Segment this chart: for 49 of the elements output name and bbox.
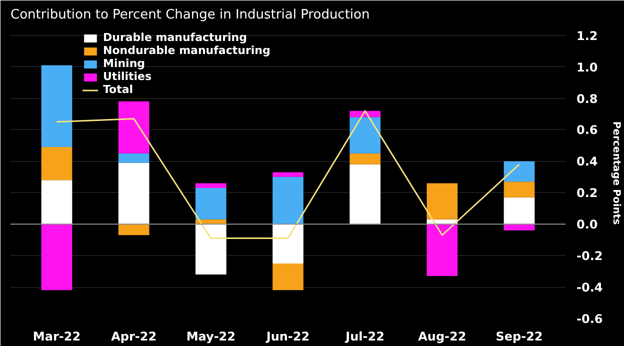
legend-label: Mining [103,57,146,70]
bar [272,263,304,290]
y-tick-label: 0.8 [576,92,598,106]
bar [41,224,72,290]
legend-label: Total [103,83,134,96]
y-tick-label: 0.4 [576,154,598,169]
bar [272,176,304,224]
bar [504,182,535,198]
bar [504,224,535,230]
y-tick-label: 0.6 [576,123,598,138]
bar [118,162,150,224]
x-tick-label: Mar-22 [32,330,81,344]
y-tick-label: -0.6 [576,312,603,326]
x-tick-label: Jul-22 [344,330,384,344]
bar [118,101,150,154]
bar [272,172,304,177]
x-tick-label: Sep-22 [496,330,543,344]
line-series [56,110,520,240]
x-tick-label: Apr-22 [111,330,157,344]
y-tick-label: -0.4 [576,280,603,295]
bar [350,164,380,224]
y-tick-label: 1.2 [576,28,598,43]
y-tick-label: -0.2 [576,249,603,264]
bar [272,224,304,264]
bar [426,224,458,276]
legend-label: Utilities [103,70,152,83]
bar [118,153,150,163]
bar [350,153,380,164]
bar [196,188,226,220]
bar [504,197,535,224]
bar [196,183,226,188]
bar [504,161,535,182]
bar [41,180,72,224]
bar [118,224,150,236]
y-tick-label: 0.0 [576,218,598,232]
x-tick-label: Jun-22 [265,330,310,344]
chart-title: Contribution to Percent Change in Industrial Production [10,8,370,22]
y-tick-label: 1.0 [576,60,598,74]
bar [41,65,72,148]
legend-label: Nondurable manufacturing [103,44,270,57]
x-tick-label: Aug-22 [418,330,466,344]
legend-label: Durable manufacturing [103,31,248,44]
bar [426,183,458,220]
y-tick-label: 0.2 [576,186,598,200]
bar [41,147,72,180]
bar [196,224,226,274]
x-tick-label: May-22 [186,330,236,344]
y-axis-title: Percentage Points [610,121,622,225]
bar [350,117,380,154]
